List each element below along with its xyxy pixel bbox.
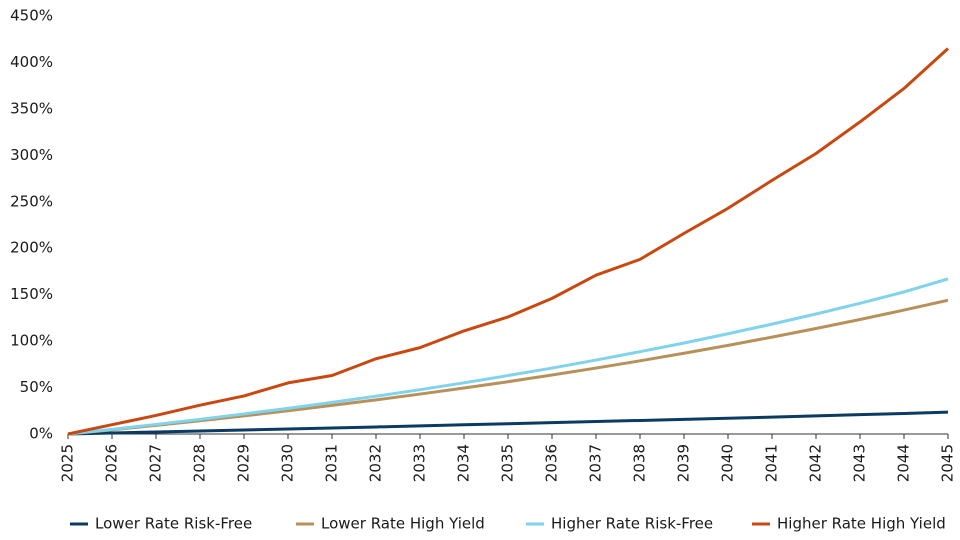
- y-tick-label: 400%: [10, 53, 53, 71]
- x-tick-label: 2028: [191, 444, 209, 482]
- x-tick-label: 2033: [411, 444, 429, 482]
- series-line: [67, 47, 950, 436]
- x-tick-label: 2043: [851, 444, 869, 482]
- series-line: [67, 410, 949, 436]
- x-tick-label: 2037: [587, 444, 605, 482]
- x-tick-label: 2044: [895, 444, 913, 482]
- x-tick-label: 2027: [147, 444, 165, 482]
- x-tick-label: 2041: [763, 444, 781, 482]
- legend-label: Lower Rate High Yield: [321, 515, 485, 533]
- y-tick-label: 200%: [10, 239, 53, 257]
- y-tick-label: 50%: [20, 378, 53, 396]
- legend-label: Higher Rate High Yield: [777, 515, 946, 533]
- x-tick-label: 2026: [103, 444, 121, 482]
- y-tick-label: 300%: [10, 146, 53, 164]
- x-tick-label: 2038: [631, 444, 649, 482]
- legend-label: Lower Rate Risk-Free: [95, 515, 252, 533]
- x-tick-label: 2045: [939, 444, 957, 482]
- x-tick-label: 2039: [675, 444, 693, 482]
- x-tick-label: 2034: [455, 444, 473, 482]
- x-tick-label: 2036: [543, 444, 561, 482]
- y-tick-label: 0%: [29, 425, 53, 443]
- x-tick-label: 2031: [323, 444, 341, 482]
- y-tick-label: 150%: [10, 285, 53, 303]
- x-tick-label: 2029: [235, 444, 253, 482]
- series-line: [67, 298, 949, 436]
- series-line: [67, 277, 949, 436]
- x-tick-label: 2042: [807, 444, 825, 482]
- y-tick-label: 100%: [10, 332, 53, 350]
- y-tick-label: 450%: [10, 7, 53, 25]
- legend-label: Higher Rate Risk-Free: [551, 515, 713, 533]
- x-tick-label: 2035: [499, 444, 517, 482]
- x-tick-label: 2040: [719, 444, 737, 482]
- x-tick-label: 2032: [367, 444, 385, 482]
- x-tick-label: 2030: [279, 444, 297, 482]
- y-tick-label: 350%: [10, 99, 53, 117]
- x-tick-label: 2025: [59, 444, 77, 482]
- y-tick-label: 250%: [10, 192, 53, 210]
